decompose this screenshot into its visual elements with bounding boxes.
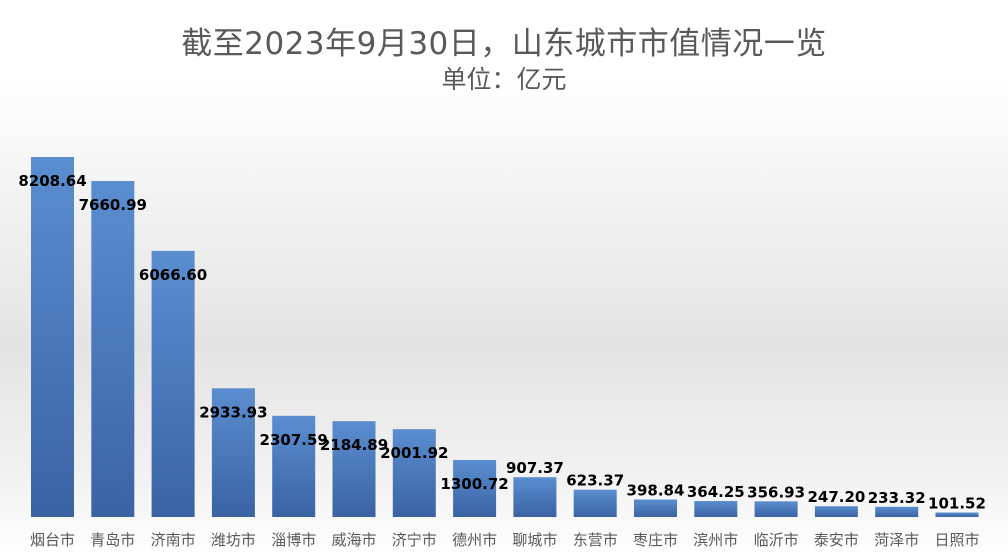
category-label: 枣庄市 (633, 531, 678, 549)
bar-临沂市 (754, 501, 798, 517)
category-label: 潍坊市 (211, 531, 256, 549)
bar-淄博市 (272, 415, 316, 517)
value-label: 2001.92 (380, 444, 448, 462)
value-label: 356.93 (747, 483, 805, 501)
bar-滨州市 (694, 501, 738, 517)
value-label: 2184.89 (320, 436, 388, 454)
value-label: 2933.93 (199, 403, 267, 421)
bar-德州市 (453, 460, 497, 517)
value-label: 1300.72 (440, 475, 508, 493)
category-label: 滨州市 (693, 531, 738, 549)
value-label: 623.37 (566, 472, 624, 490)
category-label: 威海市 (331, 531, 376, 549)
value-label: 233.32 (868, 489, 926, 507)
bar-东营市 (573, 489, 617, 517)
category-label: 德州市 (452, 531, 497, 549)
chart-subtitle: 单位：亿元 (441, 65, 567, 94)
value-label: 6066.60 (139, 266, 207, 284)
bar-青岛市 (91, 181, 135, 517)
bar-菏泽市 (875, 506, 919, 517)
bar-枣庄市 (634, 499, 677, 517)
category-label: 青岛市 (90, 531, 135, 549)
value-label: 2307.59 (260, 431, 328, 449)
value-label: 7660.99 (79, 196, 147, 214)
bar-烟台市 (31, 157, 74, 517)
category-label: 济宁市 (392, 531, 437, 549)
category-label: 济南市 (151, 531, 196, 549)
value-label: 101.52 (928, 495, 986, 513)
chart-title: 截至2023年9月30日，山东城市市值情况一览 (181, 26, 827, 62)
category-label: 聊城市 (512, 531, 557, 549)
category-label: 烟台市 (30, 531, 75, 549)
category-label: 日照市 (934, 531, 979, 549)
bar-济南市 (151, 250, 195, 517)
bar-日照市 (935, 512, 979, 517)
category-label: 菏泽市 (874, 531, 919, 549)
bar-聊城市 (513, 477, 557, 517)
bar-泰安市 (814, 506, 858, 517)
bar-威海市 (332, 421, 376, 517)
category-axis: 烟台市 青岛市 济南市 潍坊市 淄博市 威海市 济宁市 德州市 聊城市 东营市 枣庄市 滨州市 临沂市泰… (30, 531, 980, 549)
value-label: 8208.64 (18, 172, 86, 190)
bar-潍坊市 (211, 388, 255, 517)
value-label: 398.84 (627, 482, 685, 500)
bar-series (31, 157, 979, 517)
bar-济宁市 (392, 429, 436, 517)
category-label: 淄博市 (271, 531, 316, 549)
data-labels: 8208.64 7660.99 6066.60 2933.93 2307.592184.… (18, 172, 986, 513)
value-label: 247.20 (807, 488, 865, 506)
value-label: 907.37 (506, 459, 564, 477)
category-label: 临沂市 (754, 531, 799, 549)
value-label: 364.25 (687, 483, 745, 501)
category-label: 泰安市 (814, 531, 859, 549)
category-label: 东营市 (573, 531, 618, 549)
